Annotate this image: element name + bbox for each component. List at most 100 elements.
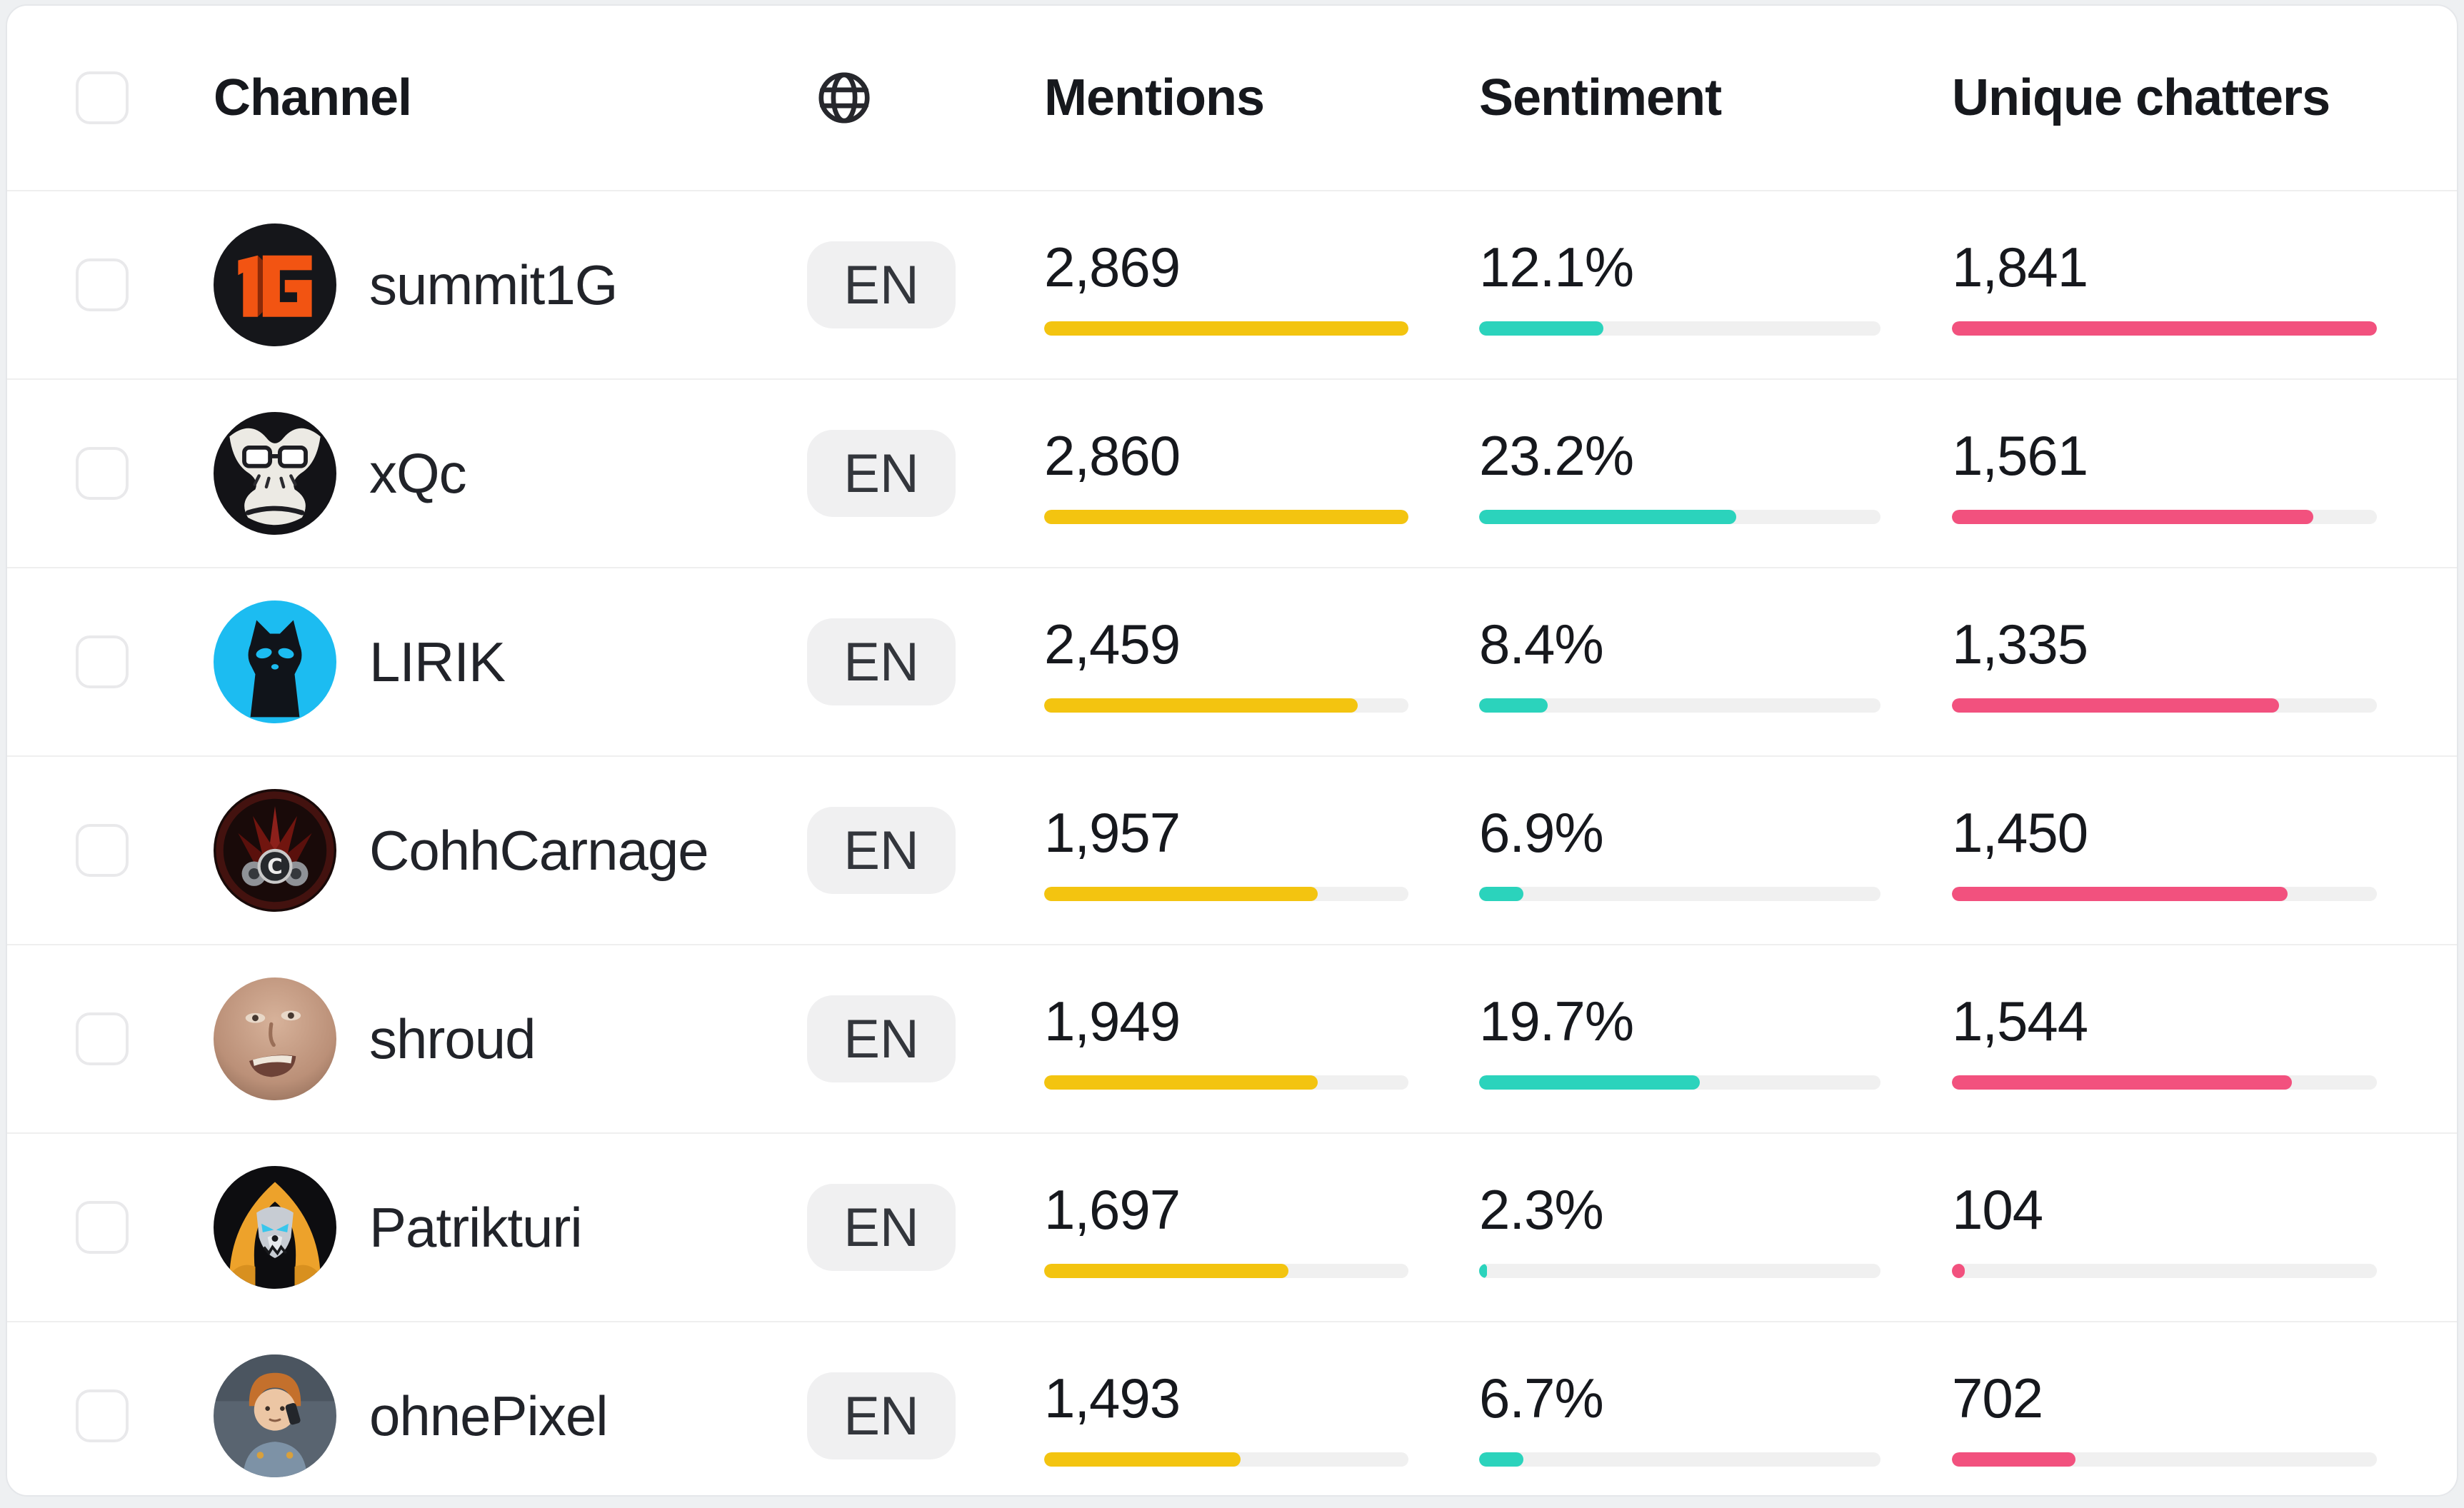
row-select-cell (76, 1389, 214, 1442)
select-all-checkbox[interactable] (76, 71, 129, 124)
language-header-cell (807, 69, 1044, 126)
row-select-cell (76, 258, 214, 311)
channel-avatar (214, 1354, 336, 1477)
table-row: summit1G EN 2,869 12.1% 1,841 (7, 190, 2457, 378)
unique-chatters-value: 702 (1952, 1366, 2043, 1429)
avatar-cohhcarnage-crest: C (214, 789, 336, 912)
channel-cell: LIRIK (214, 600, 807, 723)
sentiment-column-header[interactable]: Sentiment (1479, 69, 1722, 126)
row-checkbox[interactable] (76, 1389, 129, 1442)
avatar-ohnepixel-photo (214, 1354, 336, 1477)
sentiment-bar (1479, 698, 1880, 713)
table-row: LIRIK EN 2,459 8.4% 1,335 (7, 567, 2457, 755)
unique-chatters-bar (1952, 509, 2377, 524)
sentiment-bar (1479, 509, 1880, 524)
channel-name[interactable]: shroud (369, 1007, 536, 1070)
channel-avatar (214, 223, 336, 346)
mentions-cell: 1,493 (1044, 1366, 1479, 1467)
channel-name[interactable]: LIRIK (369, 630, 506, 693)
channel-header-cell: Channel (214, 69, 807, 127)
channel-cell: Patrikturi (214, 1166, 807, 1289)
mentions-bar (1044, 886, 1408, 901)
channel-avatar (214, 1166, 336, 1289)
language-cell: EN (807, 618, 1044, 705)
channel-cell: xQc (214, 412, 807, 535)
mentions-value: 2,869 (1044, 235, 1181, 298)
mentions-bar (1044, 698, 1408, 713)
row-checkbox[interactable] (76, 1201, 129, 1254)
unique-chatters-cell: 1,450 (1952, 800, 2388, 901)
channel-avatar (214, 977, 336, 1100)
unique-chatters-bar (1952, 1263, 2377, 1278)
channel-column-header[interactable]: Channel (214, 69, 412, 126)
mentions-bar (1044, 1452, 1408, 1467)
sentiment-bar (1479, 1075, 1880, 1090)
language-badge: EN (807, 1184, 956, 1271)
unique-chatters-cell: 1,561 (1952, 423, 2388, 524)
row-checkbox[interactable] (76, 824, 129, 877)
mentions-value: 2,459 (1044, 612, 1181, 675)
mentions-cell: 2,860 (1044, 423, 1479, 524)
row-select-cell (76, 824, 214, 877)
avatar-shroud-photo (214, 977, 336, 1100)
table-header-row: Channel Mentions Sentiment Unique chatte… (7, 6, 2457, 190)
language-badge: EN (807, 807, 956, 894)
sentiment-value: 2.3% (1479, 1177, 1604, 1241)
unique-chatters-cell: 104 (1952, 1177, 2388, 1278)
row-checkbox[interactable] (76, 258, 129, 311)
avatar-patrikturi-wolf (214, 1166, 336, 1289)
mentions-bar (1044, 1263, 1408, 1278)
svg-text:C: C (267, 855, 282, 879)
unique-chatters-bar (1952, 698, 2377, 713)
mentions-value: 1,697 (1044, 1177, 1181, 1241)
unique-chatters-column-header[interactable]: Unique chatters (1952, 69, 2330, 126)
channel-name[interactable]: summit1G (369, 253, 618, 316)
table-row: xQc EN 2,860 23.2% 1,561 (7, 378, 2457, 567)
language-cell: EN (807, 807, 1044, 894)
table-row: C CohhCarnage EN 1,957 6.9% 1,450 (7, 755, 2457, 944)
language-cell: EN (807, 1184, 1044, 1271)
row-checkbox[interactable] (76, 1012, 129, 1065)
mentions-cell: 1,697 (1044, 1177, 1479, 1278)
unique-chatters-value: 104 (1952, 1177, 2043, 1241)
channel-cell: summit1G (214, 223, 807, 346)
sentiment-value: 12.1% (1479, 235, 1634, 298)
mentions-column-header[interactable]: Mentions (1044, 69, 1265, 126)
language-badge: EN (807, 241, 956, 328)
row-checkbox[interactable] (76, 635, 129, 688)
channel-name[interactable]: ohnePixel (369, 1384, 609, 1447)
mentions-value: 1,949 (1044, 989, 1181, 1052)
globe-icon (818, 72, 870, 124)
avatar-lirik-cat (214, 600, 336, 723)
channel-name[interactable]: CohhCarnage (369, 818, 709, 882)
unique-chatters-value: 1,335 (1952, 612, 2088, 675)
language-cell: EN (807, 995, 1044, 1082)
language-badge: EN (807, 430, 956, 517)
language-cell: EN (807, 430, 1044, 517)
language-badge: EN (807, 995, 956, 1082)
channel-name[interactable]: xQc (369, 441, 467, 505)
channel-name[interactable]: Patrikturi (369, 1195, 583, 1259)
table-row: Patrikturi EN 1,697 2.3% 104 (7, 1132, 2457, 1321)
sentiment-cell: 23.2% (1479, 423, 1952, 524)
unique-chatters-cell: 1,544 (1952, 989, 2388, 1090)
mentions-bar (1044, 1075, 1408, 1090)
mentions-value: 2,860 (1044, 423, 1181, 487)
mentions-header-cell: Mentions (1044, 69, 1479, 127)
unique-chatters-value: 1,561 (1952, 423, 2088, 487)
row-select-cell (76, 1012, 214, 1065)
unique-chatters-value: 1,450 (1952, 800, 2088, 864)
row-checkbox[interactable] (76, 447, 129, 500)
avatar-xqc-gorilla (214, 412, 336, 535)
sentiment-value: 8.4% (1479, 612, 1604, 675)
unique-chatters-bar (1952, 1075, 2377, 1090)
sentiment-bar (1479, 1263, 1880, 1278)
unique-chatters-bar (1952, 321, 2377, 336)
avatar-summit1g-logo (214, 223, 336, 346)
channel-cell: C CohhCarnage (214, 789, 807, 912)
mentions-cell: 1,957 (1044, 800, 1479, 901)
channel-avatar (214, 600, 336, 723)
language-badge: EN (807, 1372, 956, 1459)
sentiment-value: 19.7% (1479, 989, 1634, 1052)
channel-cell: ohnePixel (214, 1354, 807, 1477)
